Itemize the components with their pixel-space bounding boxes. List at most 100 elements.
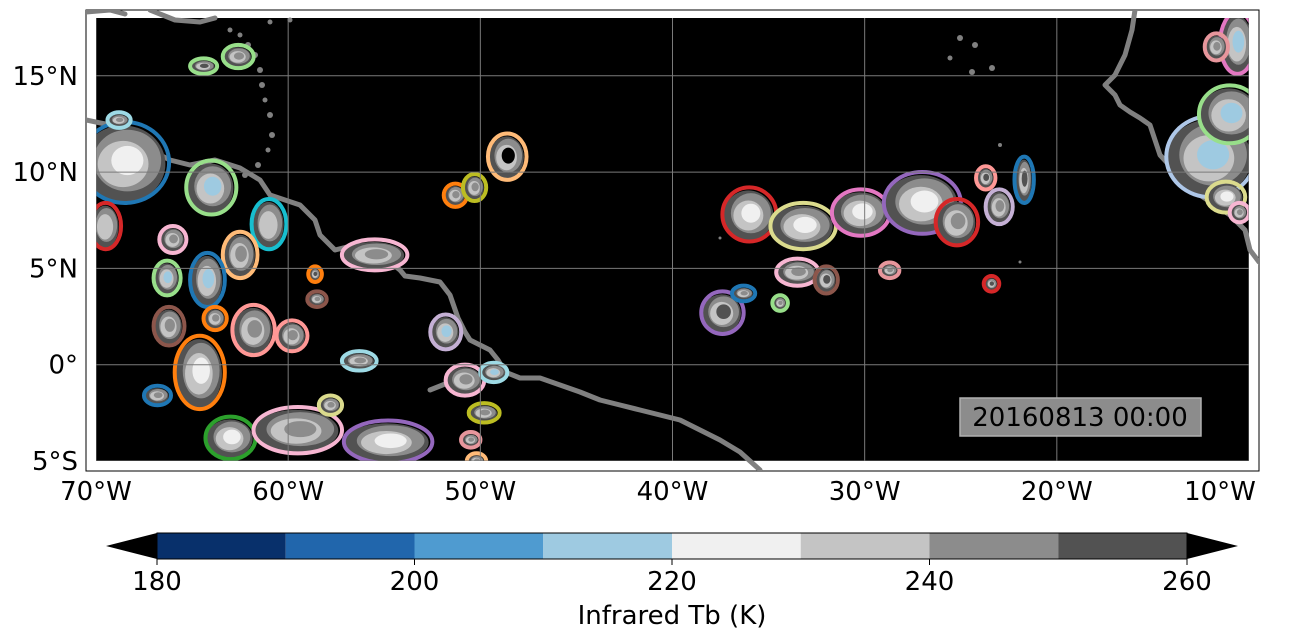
cloud-contour-level bbox=[852, 203, 873, 220]
cloud-outline bbox=[464, 451, 489, 461]
cloud-outline bbox=[141, 383, 174, 408]
cloud-contour-level bbox=[441, 325, 452, 338]
cloud-feature bbox=[249, 196, 289, 252]
cloud-contour-level bbox=[490, 369, 499, 375]
cloud-contour-level bbox=[793, 216, 817, 234]
timestamp-text: 20160813 00:00 bbox=[972, 403, 1188, 433]
longitude-tick-label: 20°W bbox=[1021, 477, 1093, 507]
cloud-feature bbox=[274, 318, 310, 354]
cloud-feature bbox=[768, 200, 838, 252]
cloud-outline bbox=[188, 56, 220, 76]
colorbar-segment bbox=[414, 533, 544, 559]
cloud-contour-level bbox=[887, 267, 894, 273]
cloud-feature bbox=[339, 237, 410, 273]
cloud-contour-level bbox=[1220, 102, 1243, 124]
cloud-contour-level bbox=[741, 203, 761, 223]
cloud-outline bbox=[485, 131, 529, 182]
cloud-outline bbox=[1202, 31, 1230, 63]
colorbar-segment bbox=[800, 533, 930, 559]
colorbar-segment bbox=[543, 533, 672, 559]
cloud-feature bbox=[341, 418, 435, 461]
cloud-outline bbox=[306, 264, 324, 284]
cloud-contour-level bbox=[791, 267, 806, 277]
cloud-feature bbox=[770, 293, 790, 313]
colorbar-segment bbox=[1058, 533, 1187, 559]
cloud-feature bbox=[203, 414, 258, 461]
cloud-contour-level bbox=[235, 245, 247, 262]
cloud-feature bbox=[1202, 31, 1230, 63]
cloud-contour-level bbox=[354, 357, 367, 364]
cloud-contour-level bbox=[202, 269, 215, 289]
cloud-contour-level bbox=[778, 300, 783, 305]
cloud-outline bbox=[974, 164, 998, 192]
cloud-contour-level bbox=[264, 214, 276, 232]
gridlines bbox=[96, 18, 1249, 461]
cloud-outline bbox=[151, 258, 183, 298]
cloud-feature bbox=[251, 404, 345, 456]
latitude-tick-label: 5°N bbox=[29, 254, 78, 284]
cloud-contour-level bbox=[314, 296, 321, 302]
cloud-feature bbox=[201, 304, 229, 333]
longitude-tick-labels: 70°W 60°W 50°W 40°W 30°W 20°W 10°W bbox=[60, 477, 1256, 507]
cloud-contour-level bbox=[950, 213, 966, 230]
cloud-outline bbox=[184, 158, 239, 217]
latitude-tick-label: 5°S bbox=[32, 447, 78, 477]
cloud-feature bbox=[774, 256, 821, 288]
cloud-feature bbox=[1227, 200, 1249, 225]
cloud-feature bbox=[1218, 18, 1249, 76]
south-america-coastline bbox=[86, 117, 763, 471]
cloud-feature bbox=[188, 250, 227, 309]
latitude-tick-labels: 15°N 10°N 5°N 0° 5°S bbox=[12, 62, 78, 477]
colorbar-segment bbox=[672, 533, 801, 559]
cloud-features bbox=[96, 18, 1249, 461]
longitude-tick-label: 40°W bbox=[637, 477, 709, 507]
colorbar-label: Infrared Tb (K) bbox=[578, 601, 767, 631]
cloud-contour-level bbox=[223, 429, 241, 445]
cloud-feature bbox=[829, 187, 892, 238]
cloud-outline bbox=[172, 333, 227, 412]
cloud-feature bbox=[1012, 154, 1036, 205]
longitude-tick-label: 50°W bbox=[444, 477, 516, 507]
cloud-outline bbox=[983, 187, 1015, 227]
cloud-contour-level bbox=[1213, 41, 1221, 51]
cloud-feature bbox=[188, 56, 220, 76]
cloud-contour-level bbox=[471, 182, 479, 192]
cloud-contour-level bbox=[989, 281, 995, 286]
cloud-contour-level bbox=[233, 52, 245, 60]
cloud-outline bbox=[249, 196, 289, 252]
cloud-contour-level bbox=[1197, 140, 1230, 170]
cloud-feature bbox=[974, 164, 998, 192]
cloud-contour-level bbox=[995, 200, 1005, 212]
cloud-outline bbox=[220, 42, 256, 71]
cloud-contour-level bbox=[364, 249, 389, 260]
cloud-outline bbox=[341, 418, 435, 461]
cloud-feature bbox=[812, 264, 840, 296]
cloud-feature bbox=[478, 360, 510, 385]
cloud-contour-level bbox=[374, 433, 407, 449]
cloud-feature bbox=[459, 430, 483, 450]
colorbar-segment bbox=[929, 533, 1059, 559]
cloud-contour-level bbox=[983, 173, 990, 182]
colorbar-segment bbox=[157, 533, 286, 559]
cloud-contour-level bbox=[313, 271, 318, 277]
cloud-outline bbox=[251, 404, 345, 456]
cloud-outline bbox=[105, 110, 133, 130]
cloud-outline bbox=[220, 229, 260, 281]
cloud-outline bbox=[877, 260, 902, 281]
cloud-outline bbox=[466, 401, 502, 425]
longitude-tick-label: 10°W bbox=[1184, 477, 1256, 507]
cloud-outline bbox=[981, 274, 1002, 294]
cloud-contour-level bbox=[1021, 170, 1028, 187]
cloud-outline bbox=[230, 302, 277, 358]
cloud-feature bbox=[105, 110, 133, 130]
cloud-feature bbox=[1196, 83, 1249, 146]
cloud-feature bbox=[877, 260, 902, 281]
cloud-contour-level bbox=[284, 421, 317, 438]
cloud-feature bbox=[466, 401, 502, 425]
cloud-contour-level bbox=[1232, 30, 1245, 53]
cloud-contour-level bbox=[101, 216, 112, 234]
cloud-contour-level bbox=[716, 304, 731, 320]
cloud-contour-level bbox=[115, 117, 124, 122]
cloud-feature bbox=[720, 185, 779, 244]
cloud-feature bbox=[220, 42, 256, 71]
